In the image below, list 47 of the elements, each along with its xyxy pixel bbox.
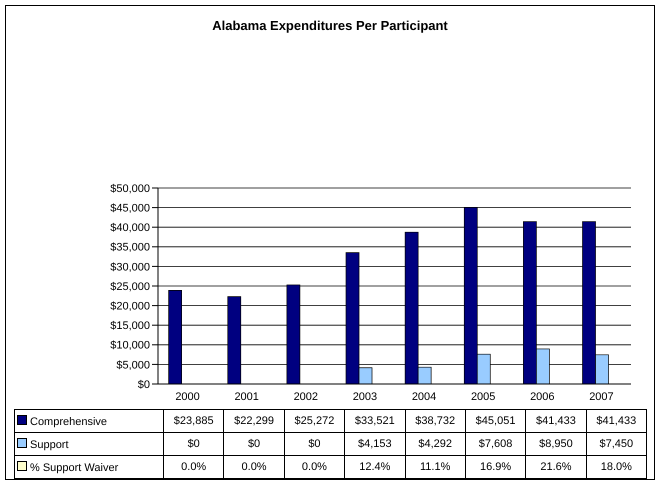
- y-tick-label: $45,000: [110, 202, 150, 215]
- data-label: 0.0%: [164, 456, 224, 478]
- data-label: $38,732: [405, 410, 466, 432]
- data-label: $22,299: [224, 410, 284, 432]
- data-label: 12.4%: [344, 456, 405, 478]
- x-tick-label: 2006: [530, 390, 555, 403]
- legend-label: Support: [14, 432, 164, 456]
- x-tick-label: 2002: [294, 390, 318, 403]
- data-label: $23,885: [164, 410, 224, 432]
- legend-label: % Support Waiver: [14, 456, 164, 478]
- y-tick-label: $25,000: [110, 280, 150, 293]
- y-tick-label: $5,000: [116, 359, 150, 372]
- x-tick-label: 2004: [412, 390, 436, 403]
- y-tick-label: $30,000: [110, 261, 150, 274]
- y-tick-label: $10,000: [110, 340, 150, 352]
- data-label: $41,433: [586, 410, 646, 432]
- data-label: $41,433: [526, 410, 586, 432]
- data-label: 16.9%: [465, 456, 526, 478]
- x-tick-label: 2001: [234, 390, 259, 403]
- data-label: $8,950: [526, 432, 586, 456]
- data-label: 11.1%: [405, 456, 466, 478]
- y-tick-label: $15,000: [110, 320, 150, 332]
- data-label: $45,051: [465, 410, 526, 432]
- data-label: $4,292: [405, 432, 466, 456]
- data-label: $25,272: [284, 410, 345, 432]
- y-tick-label: $20,000: [110, 300, 150, 313]
- y-tick-label: $35,000: [110, 242, 150, 254]
- data-label: 0.0%: [284, 456, 345, 478]
- data-label: 0.0%: [224, 456, 284, 478]
- y-tick-label: $50,000: [110, 182, 150, 195]
- x-tick-label: 2007: [589, 390, 614, 403]
- y-tick-label: $0: [138, 378, 150, 391]
- x-tick-label: 2000: [175, 390, 200, 403]
- chart-title: Alabama Expenditures Per Participant: [211, 17, 449, 35]
- data-label: $0: [224, 432, 284, 456]
- data-label: $4,153: [344, 432, 405, 456]
- data-label: $0: [284, 432, 345, 456]
- y-tick-label: $40,000: [110, 222, 150, 234]
- data-label: $7,608: [465, 432, 526, 456]
- legend-label: Comprehensive: [14, 410, 164, 432]
- data-label: $33,521: [344, 410, 405, 432]
- data-label: $0: [164, 432, 224, 456]
- data-label: 18.0%: [586, 456, 646, 478]
- x-tick-label: 2003: [352, 390, 378, 403]
- x-tick-label: 2005: [470, 390, 496, 403]
- data-label: $7,450: [586, 432, 646, 456]
- data-label: 21.6%: [526, 456, 586, 478]
